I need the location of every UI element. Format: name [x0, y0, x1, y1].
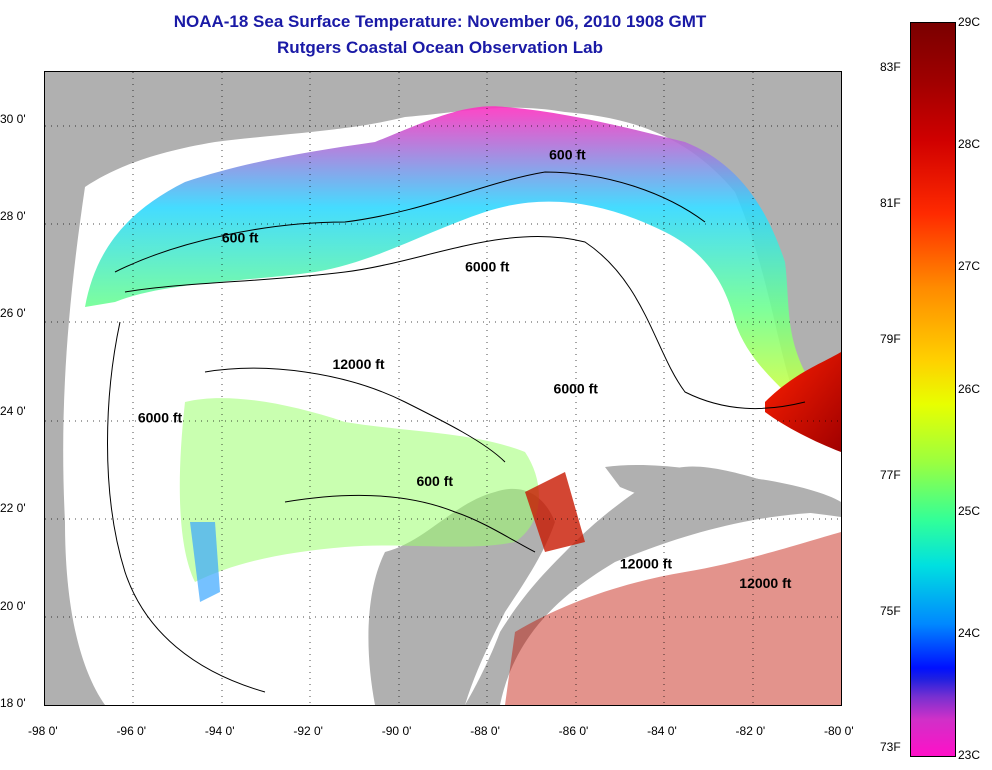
sst-map: 600 ft 600 ft 6000 ft 12000 ft 6000 ft 6000 f… — [44, 71, 842, 706]
colorbar-celsius-label: 25C — [958, 503, 981, 518]
colorbar-celsius-label: 27C — [958, 259, 981, 274]
colorbar-celsius-label: 28C — [958, 137, 981, 152]
sst-southwest-patch — [190, 522, 220, 602]
colorbar-celsius-label: 23C — [958, 748, 981, 762]
y-tick-label: 20 0' — [0, 598, 26, 613]
contour-label: 12000 ft — [620, 556, 672, 572]
x-tick-label: -80 0' — [824, 724, 854, 738]
colorbar-fahrenheit-label: 79F — [880, 332, 901, 346]
contour-label: 6000 ft — [465, 259, 510, 275]
x-tick-label: -90 0' — [381, 724, 412, 738]
y-tick-label: 30 0' — [0, 111, 26, 126]
x-tick-label: -96 0' — [116, 724, 147, 738]
contour-12000ft — [204, 367, 506, 463]
x-tick-label: -98 0' — [28, 724, 58, 738]
x-tick-label: -84 0' — [647, 724, 677, 738]
colorbar-fahrenheit-label: 81F — [880, 196, 901, 210]
colorbar-fahrenheit-label: 83F — [880, 60, 901, 74]
sst-yucatan-channel — [525, 472, 585, 552]
sst-northern-shelf — [85, 106, 809, 396]
contour-label: 600 ft — [222, 229, 259, 245]
contour-6000ft-west — [107, 321, 266, 693]
map-canvas: 600 ft 600 ft 6000 ft 12000 ft 6000 ft 6000 f… — [45, 72, 841, 705]
colorbar-celsius-label: 26C — [958, 381, 981, 396]
colorbar-celsius-label: 29C — [958, 15, 981, 29]
contour-label: 12000 ft — [739, 575, 791, 591]
sst-colorbar — [910, 22, 956, 757]
cuba-land — [605, 465, 841, 517]
sst-caribbean — [505, 532, 841, 705]
contour-label: 600 ft — [549, 147, 586, 163]
y-tick-label: 18 0' — [0, 696, 26, 710]
colorbar-fahrenheit-label: 73F — [880, 740, 901, 754]
y-tick-label: 22 0' — [0, 501, 26, 516]
y-tick-label: 28 0' — [0, 209, 26, 224]
contour-600ft — [114, 171, 706, 273]
colorbar-fahrenheit-label: 77F — [880, 468, 901, 482]
florida-land — [733, 72, 841, 377]
contour-label: 12000 ft — [332, 356, 384, 372]
y-tick-label: 26 0' — [0, 306, 26, 321]
contour-labels: 600 ft 600 ft 6000 ft 12000 ft 6000 ft 6000 f… — [138, 147, 792, 591]
contour-label: 6000 ft — [138, 410, 183, 426]
colorbar-celsius-label: 24C — [958, 625, 981, 640]
map-subtitle: Rutgers Coastal Ocean Observation Lab — [277, 38, 603, 57]
colorbar-fahrenheit-label: 75F — [880, 604, 901, 618]
map-title: NOAA-18 Sea Surface Temperature: Novembe… — [173, 12, 707, 31]
contour-label: 6000 ft — [554, 380, 599, 396]
contour-label: 600 ft — [416, 473, 453, 489]
x-tick-label: -92 0' — [293, 724, 323, 738]
graticule — [45, 72, 841, 705]
x-tick-label: -82 0' — [735, 724, 766, 738]
x-tick-label: -94 0' — [204, 724, 235, 738]
x-tick-label: -86 0' — [558, 724, 589, 738]
sst-central-patches — [179, 398, 539, 582]
x-tick-label: -88 0' — [470, 724, 500, 738]
contour-6000ft — [124, 235, 806, 410]
contour-600ft-south — [284, 494, 536, 553]
caribbean-water — [500, 512, 841, 705]
y-tick-label: 24 0' — [0, 403, 26, 418]
